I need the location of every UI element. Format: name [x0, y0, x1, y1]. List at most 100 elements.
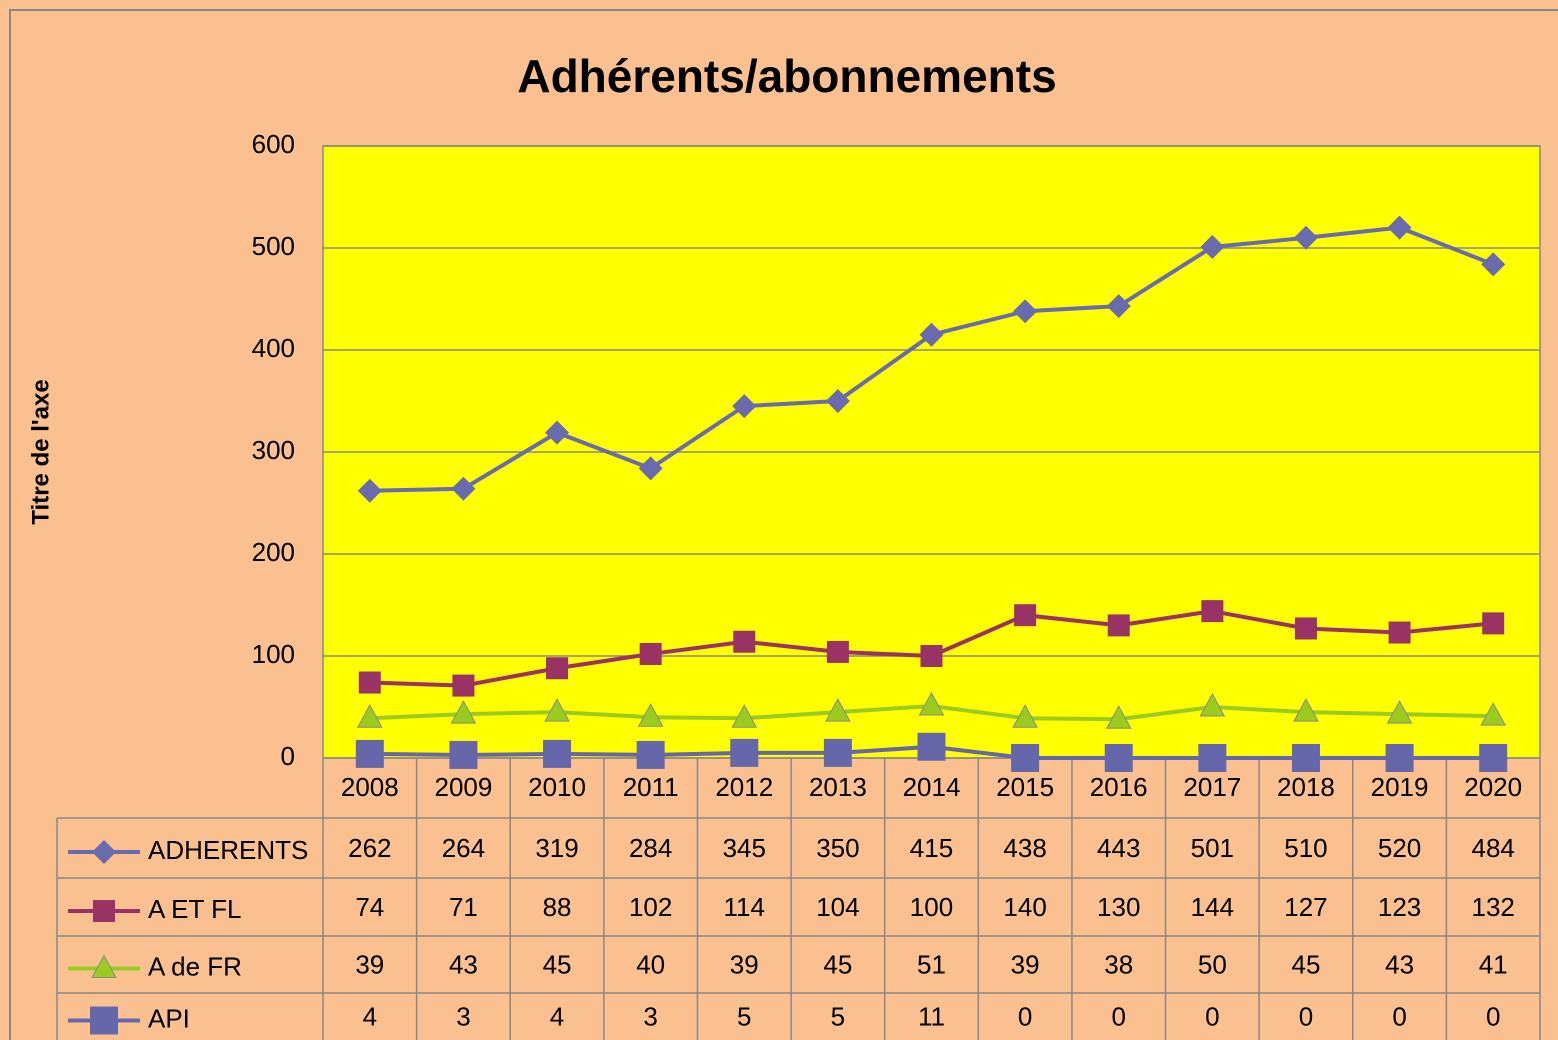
x-tick-label: 2013	[809, 772, 867, 802]
table-value: 262	[348, 833, 391, 863]
y-tick-label: 300	[252, 435, 295, 465]
table-value: 100	[910, 892, 953, 922]
table-value: 3	[643, 1001, 657, 1031]
legend-marker	[91, 954, 117, 978]
table-value: 132	[1471, 892, 1514, 922]
x-tick-label: 2008	[341, 772, 399, 802]
data-point	[543, 739, 572, 768]
data-point	[449, 740, 478, 769]
table-value: 43	[449, 949, 478, 979]
x-tick-label: 2017	[1183, 772, 1241, 802]
table-value: 140	[1003, 892, 1046, 922]
x-tick-label: 2011	[623, 772, 679, 802]
legend-label: A de FR	[148, 951, 242, 981]
x-tick-label: 2010	[528, 772, 586, 802]
data-point	[1293, 698, 1319, 722]
legend-label: API	[148, 1003, 190, 1033]
data-point	[1385, 744, 1414, 772]
table-value: 45	[543, 949, 572, 979]
y-tick-label: 0	[281, 741, 295, 771]
table-value: 130	[1097, 892, 1140, 922]
data-point	[1013, 299, 1038, 324]
legend-label: A ET FL	[148, 894, 241, 924]
legend-label: ADHERENTS	[148, 835, 308, 865]
legend-marker	[90, 1006, 118, 1035]
data-point	[1199, 692, 1226, 717]
data-point	[544, 698, 570, 722]
table-value: 0	[1299, 1001, 1313, 1031]
x-tick-label: 2016	[1090, 772, 1148, 802]
data-point	[355, 739, 384, 768]
data-point	[638, 456, 663, 481]
table-value: 264	[442, 833, 485, 863]
table-value: 3	[456, 1001, 470, 1031]
y-axis-title: Titre de l'axe	[27, 379, 54, 524]
y-tick-label: 100	[252, 639, 295, 669]
data-point	[636, 740, 665, 769]
data-point	[1201, 600, 1224, 623]
data-point	[920, 645, 943, 667]
data-point	[1294, 617, 1317, 640]
data-point	[1105, 705, 1132, 729]
table-value: 5	[737, 1001, 751, 1031]
table-value: 350	[816, 833, 859, 863]
x-tick-label: 2020	[1464, 772, 1522, 802]
data-point	[1386, 700, 1413, 724]
data-point	[919, 322, 944, 347]
x-tick-label: 2015	[996, 772, 1054, 802]
y-tick-label: 200	[252, 537, 295, 567]
x-tick-label: 2019	[1371, 772, 1429, 802]
data-point	[1387, 215, 1412, 240]
data-point	[452, 674, 475, 697]
data-point	[1479, 744, 1508, 772]
table-value: 0	[1486, 1001, 1500, 1031]
table-value: 41	[1479, 949, 1508, 979]
data-point	[1388, 621, 1411, 644]
table-value: 5	[831, 1001, 845, 1031]
data-point	[1012, 704, 1038, 728]
legend-marker	[92, 840, 116, 864]
table-value: 38	[1104, 949, 1133, 979]
table-value: 4	[363, 1001, 377, 1031]
table-value: 40	[636, 949, 665, 979]
table-value: 520	[1378, 833, 1421, 863]
data-point	[1106, 294, 1131, 319]
data-point	[825, 389, 850, 413]
table-value: 11	[918, 1001, 945, 1031]
data-point	[356, 704, 383, 728]
table-value: 284	[629, 833, 672, 863]
data-point	[546, 657, 569, 680]
table-value: 415	[910, 833, 953, 863]
table-value: 484	[1471, 833, 1514, 863]
table-value: 39	[730, 949, 759, 979]
table-value: 50	[1198, 949, 1227, 979]
y-tick-label: 400	[252, 333, 295, 363]
table-value: 319	[535, 833, 578, 863]
data-point	[1014, 604, 1037, 627]
table-value: 144	[1191, 892, 1234, 922]
data-point	[918, 691, 945, 716]
table-value: 0	[1392, 1001, 1406, 1031]
data-point	[1293, 225, 1318, 250]
table-value: 102	[629, 892, 672, 922]
data-point	[639, 642, 662, 665]
data-point	[450, 700, 477, 724]
table-value: 45	[1292, 949, 1321, 979]
table-value: 71	[449, 892, 478, 922]
table-value: 43	[1385, 949, 1414, 979]
table-value: 501	[1191, 833, 1234, 863]
table-value: 74	[355, 892, 384, 922]
y-tick-label: 500	[252, 231, 295, 261]
data-point	[1107, 614, 1130, 637]
data-point	[1200, 234, 1225, 259]
x-tick-label: 2009	[435, 772, 493, 802]
data-point	[823, 738, 852, 767]
data-point	[451, 476, 476, 501]
data-point	[826, 640, 849, 663]
data-point	[1011, 744, 1040, 772]
table-value: 39	[1011, 949, 1040, 979]
table-value: 51	[917, 949, 946, 979]
table-value: 438	[1003, 833, 1046, 863]
table-value: 127	[1284, 892, 1327, 922]
